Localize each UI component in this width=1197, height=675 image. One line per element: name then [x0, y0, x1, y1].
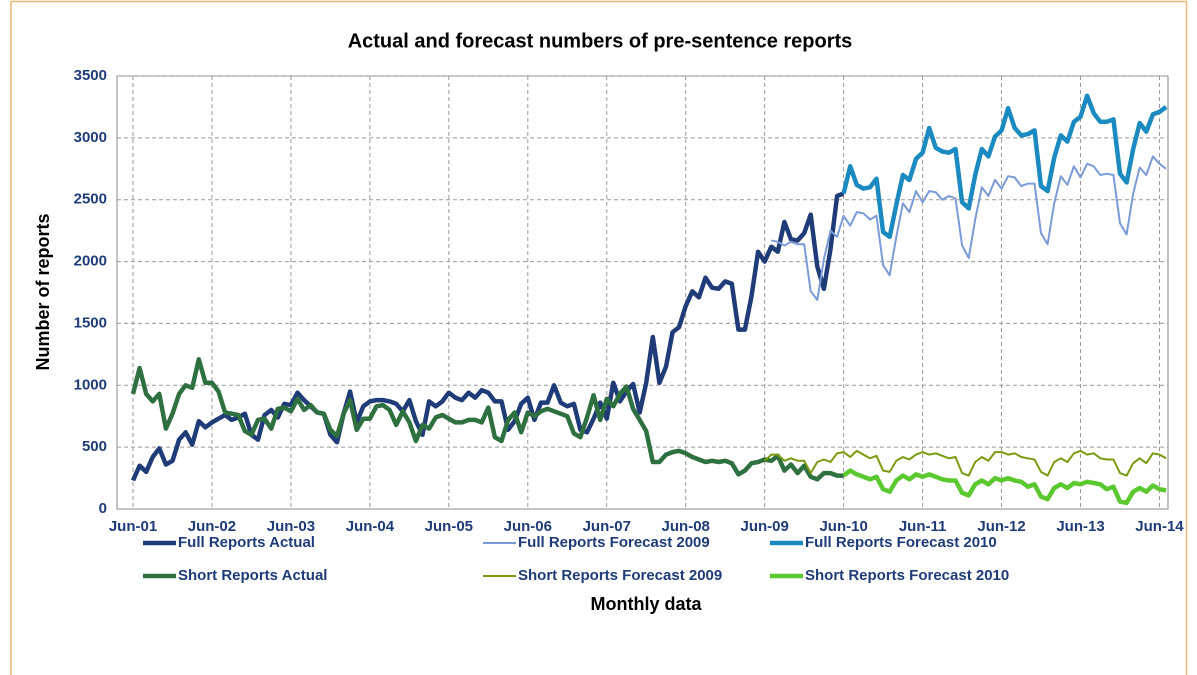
y-tick-label: 3500 — [74, 67, 107, 84]
x-tick-label: Jun-02 — [188, 518, 236, 535]
chart-frame — [10, 0, 1188, 675]
legend-label: Short Reports Forecast 2009 — [518, 567, 722, 584]
x-tick-label: Jun-01 — [109, 518, 157, 535]
plot-lines — [130, 93, 1168, 506]
y-tick-label: 2000 — [74, 253, 107, 270]
y-tick-label: 500 — [82, 438, 107, 455]
x-tick-label: Jun-05 — [425, 518, 473, 535]
legend: Full Reports Actual Full Reports Forecast… — [143, 534, 1009, 584]
x-tick-label: Jun-06 — [504, 518, 552, 535]
x-tick-label: Jun-14 — [1135, 518, 1184, 535]
series-line — [841, 93, 1168, 240]
series-line — [130, 357, 844, 482]
x-tick-label: Jun-11 — [899, 518, 947, 535]
x-tick-label: Jun-07 — [583, 518, 631, 535]
legend-label: Short Reports Forecast 2010 — [805, 567, 1009, 584]
x-tick-label: Jun-08 — [662, 518, 710, 535]
x-tick-label: Jun-09 — [741, 518, 789, 535]
x-tick-label: Jun-03 — [267, 518, 315, 535]
x-tick-label: Jun-13 — [1056, 518, 1104, 535]
y-tick-label: 3000 — [74, 129, 107, 146]
y-tick-label: 1000 — [74, 376, 107, 393]
y-tick-label: 2500 — [74, 191, 107, 208]
series-line — [764, 449, 1167, 477]
legend-label: Full Reports Actual — [178, 534, 315, 551]
chart-title: Actual and forecast numbers of pre-sente… — [348, 30, 853, 52]
series-line — [771, 155, 1167, 301]
y-tick-label: 0 — [99, 500, 107, 517]
plot-area — [116, 75, 1169, 510]
legend-label: Short Reports Actual — [178, 567, 327, 584]
y-tick-label: 1500 — [74, 314, 107, 331]
grid: 0 500 1000 1500 2000 2500 3000 3500 Jun-01 Jun-02… — [74, 67, 1185, 535]
series-line — [130, 191, 845, 482]
x-axis-label: Monthly data — [591, 594, 703, 614]
y-axis-label: Number of reports — [33, 213, 53, 370]
x-tick-label: Jun-12 — [977, 518, 1025, 535]
legend-label: Full Reports Forecast 2009 — [518, 534, 710, 551]
legend-label: Full Reports Forecast 2010 — [805, 534, 997, 551]
x-tick-label: Jun-04 — [346, 518, 395, 535]
x-tick-label: Jun-10 — [819, 518, 867, 535]
series-line — [842, 468, 1167, 506]
